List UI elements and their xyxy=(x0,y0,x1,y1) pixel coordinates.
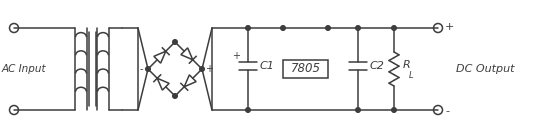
Text: 7805: 7805 xyxy=(291,62,321,76)
Circle shape xyxy=(326,26,330,30)
Circle shape xyxy=(146,67,150,71)
Text: +: + xyxy=(205,64,213,74)
Text: C2: C2 xyxy=(370,61,385,71)
Circle shape xyxy=(281,26,285,30)
Circle shape xyxy=(356,26,360,30)
Text: -: - xyxy=(445,106,449,116)
Text: DC Output: DC Output xyxy=(456,64,515,74)
Circle shape xyxy=(173,40,177,44)
Circle shape xyxy=(392,108,396,112)
Circle shape xyxy=(245,108,250,112)
Circle shape xyxy=(245,26,250,30)
Text: -: - xyxy=(139,64,143,74)
Circle shape xyxy=(392,26,396,30)
Circle shape xyxy=(356,108,360,112)
Text: +: + xyxy=(232,51,240,61)
Text: C1: C1 xyxy=(260,61,275,71)
Circle shape xyxy=(200,67,204,71)
Circle shape xyxy=(173,94,177,98)
Text: AC Input: AC Input xyxy=(2,64,47,74)
Text: +: + xyxy=(445,22,455,32)
Bar xyxy=(283,60,328,78)
Text: R: R xyxy=(403,60,411,70)
Text: L: L xyxy=(409,71,414,80)
